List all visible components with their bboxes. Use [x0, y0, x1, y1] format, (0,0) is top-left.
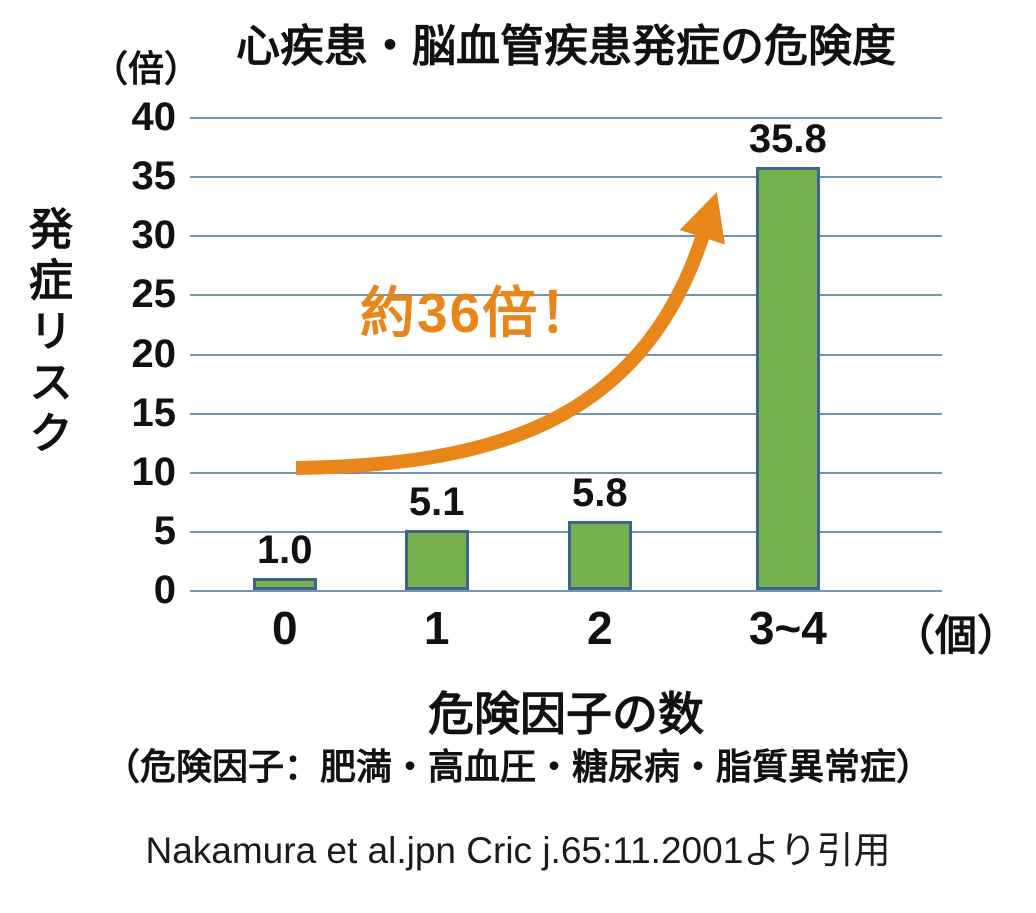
y-tick-label: 25 — [131, 272, 177, 317]
gridline — [190, 530, 942, 533]
gridline — [190, 117, 942, 119]
bar — [567, 521, 632, 590]
chart-title: 心疾患・脳血管疾患発症の危険度 — [236, 22, 896, 71]
y-tick-label: 15 — [131, 390, 177, 435]
y-tick-label: 10 — [131, 449, 177, 494]
y-axis-tick-labels: 40 35 30 25 20 15 10 5 0 — [0, 97, 177, 610]
bar — [404, 529, 469, 590]
y-tick-label: 40 — [131, 95, 177, 139]
y-axis-title: 発症リスク — [22, 206, 71, 461]
plot-area: 1.0 5.1 5.8 35.8 — [190, 116, 942, 592]
y-tick-label: 5 — [153, 508, 176, 553]
gridline — [190, 412, 942, 415]
bar-value-label: 5.1 — [408, 479, 465, 524]
gridline — [190, 176, 942, 179]
gridline — [190, 353, 942, 356]
x-axis-unit-label: （個） — [893, 612, 1020, 659]
y-tick-label: 0 — [153, 568, 176, 612]
y-tick-label: 35 — [131, 154, 177, 199]
gridline — [190, 590, 942, 592]
gridline — [190, 235, 942, 238]
bar-value-label: 35.8 — [748, 116, 827, 161]
citation-text: Nakamura et al.jpn Cric j.65:11.2001より引用 — [145, 830, 891, 871]
bar-value-label: 1.0 — [256, 528, 313, 573]
bar-value-label: 5.8 — [572, 471, 628, 516]
x-axis-tick-labels: 0 1 2 3~4 — [190, 600, 942, 660]
x-axis-title: 危険因子の数 — [428, 688, 704, 740]
y-tick-label: 30 — [131, 213, 177, 258]
x-tick-label: 3~4 — [748, 602, 827, 654]
bar — [755, 166, 820, 590]
x-tick-label: 0 — [271, 602, 298, 654]
annotation-text: 約36倍！ — [360, 282, 597, 344]
y-axis-unit-label: （倍） — [92, 48, 201, 89]
footnote-text: （危険因子：肥満・高血圧・糖尿病・脂質異常症） — [103, 746, 932, 787]
bar — [252, 578, 317, 590]
x-tick-label: 2 — [587, 602, 613, 654]
x-tick-label: 1 — [423, 602, 450, 654]
y-tick-label: 20 — [131, 331, 177, 376]
